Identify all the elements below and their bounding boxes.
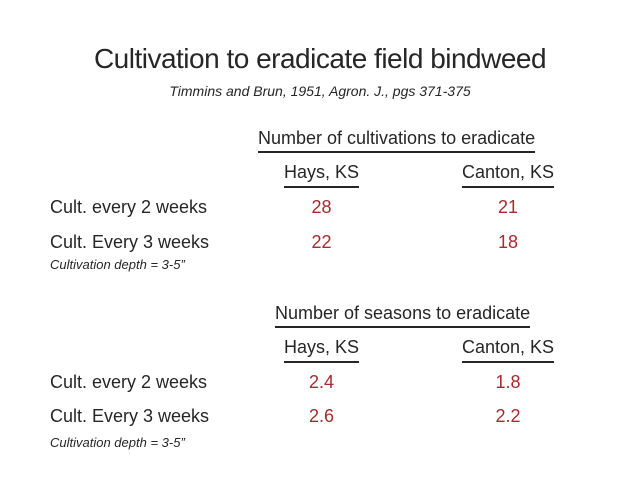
row-label: Cult. every 2 weeks	[50, 372, 208, 392]
value-cell: 1.8	[495, 372, 521, 392]
table1-column-header-canton: Canton, KS	[388, 159, 628, 188]
table2-column-headers: Hays, KS Canton, KS	[50, 334, 628, 363]
table2-depth-note: Cultivation depth = 3-5”	[50, 435, 185, 450]
value-cell: 22	[311, 232, 332, 252]
table-row: Cult. every 2 weeks 2.4 1.8	[50, 369, 628, 395]
row-label: Cult. every 2 weeks	[50, 197, 208, 217]
table1-empty-corner-cell	[50, 159, 255, 188]
table1-section-header: Number of cultivations to eradicate	[258, 126, 536, 153]
value-cell: 2.2	[495, 406, 521, 426]
value-cell: 28	[311, 197, 332, 217]
table2-column-header-canton-text: Canton, KS	[461, 334, 555, 363]
value-cell: 21	[497, 197, 519, 217]
table1-column-header-hays: Hays, KS	[255, 159, 388, 188]
table1-column-header-hays-text: Hays, KS	[283, 159, 360, 188]
value-cell: 2.6	[308, 406, 335, 426]
table1-column-headers: Hays, KS Canton, KS	[50, 159, 628, 188]
table-row: Cult. every 2 weeks 28 21	[50, 194, 628, 220]
table-row: Cult. Every 3 weeks 2.6 2.2	[50, 403, 628, 429]
table1-depth-note: Cultivation depth = 3-5”	[50, 257, 185, 272]
table2-section-header: Number of seasons to eradicate	[275, 301, 531, 328]
table2-column-header-hays-text: Hays, KS	[283, 334, 360, 363]
row-label: Cult. Every 3 weeks	[50, 406, 210, 426]
table2-column-header-canton: Canton, KS	[388, 334, 628, 363]
table2-empty-corner-cell	[50, 334, 255, 363]
table-row: Cult. Every 3 weeks 22 18	[50, 229, 628, 255]
value-cell: 2.4	[308, 372, 335, 392]
slide-citation: Timmins and Brun, 1951, Agron. J., pgs 3…	[169, 83, 471, 99]
table2-column-header-hays: Hays, KS	[255, 334, 388, 363]
row-label: Cult. Every 3 weeks	[50, 232, 210, 252]
table1-column-header-canton-text: Canton, KS	[461, 159, 555, 188]
table2-section-header-text: Number of seasons to eradicate	[275, 301, 531, 328]
value-cell: 18	[497, 232, 519, 252]
slide-title: Cultivation to eradicate field bindweed	[93, 43, 547, 74]
table1-section-header-text: Number of cultivations to eradicate	[258, 126, 536, 153]
